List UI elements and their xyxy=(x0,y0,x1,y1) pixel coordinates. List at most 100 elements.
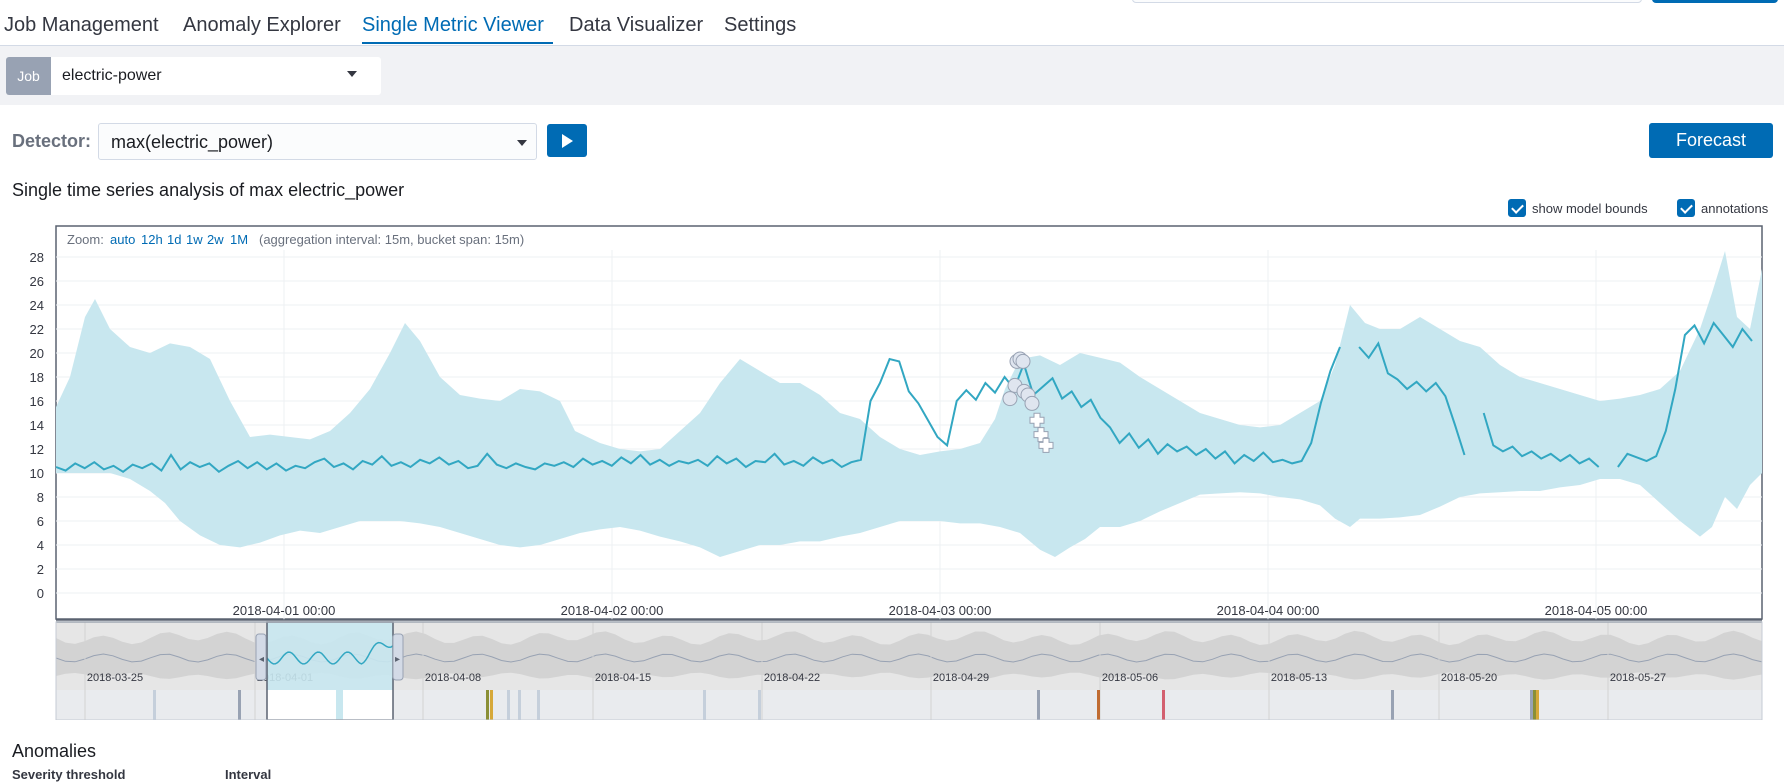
navigator-tick-label: 2018-05-06 xyxy=(1102,672,1158,684)
swimlane-anomaly-mark xyxy=(1037,690,1040,720)
y-tick-label: 6 xyxy=(37,514,44,529)
y-tick-label: 0 xyxy=(37,586,44,601)
y-tick-label: 26 xyxy=(30,274,44,289)
anomalies-heading: Anomalies xyxy=(12,741,97,761)
apply-button[interactable] xyxy=(547,124,587,157)
brush-swimlane-window xyxy=(267,690,393,720)
y-tick-label: 14 xyxy=(30,418,44,433)
x-tick-label: 2018-04-02 00:00 xyxy=(561,603,664,618)
show-model-bounds-label: show model bounds xyxy=(1532,200,1648,216)
top-search-field[interactable] xyxy=(1132,0,1642,3)
tab-data-visualizer[interactable]: Data Visualizer xyxy=(569,14,704,36)
swimlane-anomaly-mark xyxy=(1391,690,1394,720)
model-bounds-area xyxy=(56,251,1762,557)
zoom-link-1w[interactable]: 1w xyxy=(186,232,203,247)
y-tick-label: 28 xyxy=(30,250,44,265)
y-tick-label: 20 xyxy=(30,346,44,361)
zoom-link-2w[interactable]: 2w xyxy=(207,232,224,247)
navigator-tick-label: 2018-04-22 xyxy=(764,672,820,684)
active-tab-indicator xyxy=(362,42,553,44)
brush-selection-fill xyxy=(267,622,393,690)
swimlane-anomaly-mark xyxy=(1530,690,1533,720)
series-title: Single time series analysis of max elect… xyxy=(12,180,405,200)
y-tick-label: 18 xyxy=(30,370,44,385)
x-tick-label: 2018-04-03 00:00 xyxy=(889,603,992,618)
swimlane-anomaly-mark xyxy=(238,690,241,720)
swimlane-marker xyxy=(336,690,343,720)
swimlane-anomaly-mark xyxy=(153,690,156,720)
chevron-left-icon: ◂ xyxy=(259,654,264,665)
context-navigator[interactable]: 2018-03-252018-04-012018-04-082018-04-15… xyxy=(0,620,1784,720)
zoom-link-auto[interactable]: auto xyxy=(110,232,135,247)
annotations-label: annotations xyxy=(1701,200,1769,216)
swimlane-anomaly-mark xyxy=(490,690,493,720)
tab-anomaly-explorer[interactable]: Anomaly Explorer xyxy=(183,14,341,36)
annotations-checkbox[interactable]: annotations xyxy=(1677,199,1768,217)
interval-label: Interval xyxy=(225,767,272,782)
brush-handle-right[interactable] xyxy=(392,633,404,681)
y-tick-label: 16 xyxy=(30,394,44,409)
forecast-button[interactable]: Forecast xyxy=(1649,123,1773,158)
chevron-down-icon[interactable] xyxy=(347,71,357,77)
chevron-right-icon: ▸ xyxy=(395,654,400,665)
swimlane-anomaly-mark xyxy=(1536,690,1539,720)
show-model-bounds-checkbox[interactable]: show model bounds xyxy=(1508,199,1648,217)
y-tick-label: 22 xyxy=(30,322,44,337)
detector-label: Detector: xyxy=(12,131,92,151)
swimlane-anomaly-mark xyxy=(486,690,489,720)
navigator-tick-label: 2018-03-25 xyxy=(87,672,143,684)
top-navigation: Job Management Anomaly Explorer Single M… xyxy=(0,0,1784,46)
metric-line xyxy=(55,321,1753,474)
tab-single-metric-viewer[interactable]: Single Metric Viewer xyxy=(362,14,544,36)
job-selector[interactable]: Job electric-power xyxy=(6,57,381,95)
swimlane-anomaly-mark xyxy=(537,690,540,720)
swimlane-anomaly-mark xyxy=(1533,690,1536,720)
detector-value: max(electric_power) xyxy=(111,132,274,152)
tab-settings[interactable]: Settings xyxy=(724,14,797,36)
zoom-link-1d[interactable]: 1d xyxy=(167,232,181,247)
aggregation-interval-note: (aggregation interval: 15m, bucket span:… xyxy=(259,232,524,247)
navigator-selected-line xyxy=(266,641,394,665)
zoom-link-12h[interactable]: 12h xyxy=(141,232,163,247)
swimlane-anomaly-mark xyxy=(518,690,521,720)
checkbox-checked-icon xyxy=(1677,199,1695,217)
brush-handle-left[interactable] xyxy=(255,633,267,681)
job-tag: Job xyxy=(6,57,51,95)
y-tick-label: 8 xyxy=(37,490,44,505)
top-action-button[interactable] xyxy=(1652,0,1778,3)
swimlane-anomaly-mark xyxy=(1097,690,1100,720)
detector-select[interactable]: max(electric_power) xyxy=(98,123,537,160)
y-tick-label: 24 xyxy=(30,298,44,313)
severity-threshold-label: Severity threshold xyxy=(12,767,126,782)
job-name: electric-power xyxy=(62,67,162,84)
navigator-tick-label: 2018-04-15 xyxy=(595,672,651,684)
navigator-tick-label: 2018-05-13 xyxy=(1271,672,1327,684)
x-tick-label: 2018-04-04 00:00 xyxy=(1217,603,1320,618)
y-tick-label: 4 xyxy=(37,538,44,553)
job-selector-bar: Job electric-power xyxy=(0,46,1784,105)
y-tick-label: 12 xyxy=(30,442,44,457)
navigator-frame xyxy=(55,621,1763,720)
tab-job-management[interactable]: Job Management xyxy=(4,14,159,36)
zoom-label: Zoom: xyxy=(67,232,104,247)
anomaly-marker xyxy=(1015,353,1031,369)
swimlane-anomaly-mark xyxy=(703,690,706,720)
swimlane-anomaly-mark xyxy=(507,690,510,720)
navigator-tick-label: 2018-04-08 xyxy=(425,672,481,684)
play-icon xyxy=(562,134,573,148)
y-tick-label: 2 xyxy=(37,562,44,577)
navigator-tick-label: 2018-05-27 xyxy=(1610,672,1666,684)
anomaly-cross-marker xyxy=(1038,437,1054,453)
swimlane-anomaly-mark xyxy=(1162,690,1165,720)
zoom-link-1m[interactable]: 1M xyxy=(230,232,248,247)
navigator-tick-label: 2018-04-29 xyxy=(933,672,989,684)
anomaly-marker xyxy=(1002,391,1018,407)
checkbox-checked-icon xyxy=(1508,199,1526,217)
chevron-down-icon xyxy=(517,140,527,146)
navigator-tick-label: 2018-05-20 xyxy=(1441,672,1497,684)
swimlane-anomaly-mark xyxy=(758,690,761,720)
x-tick-label: 2018-04-05 00:00 xyxy=(1545,603,1648,618)
x-tick-label: 2018-04-01 00:00 xyxy=(233,603,336,618)
anomaly-marker xyxy=(1024,395,1040,411)
